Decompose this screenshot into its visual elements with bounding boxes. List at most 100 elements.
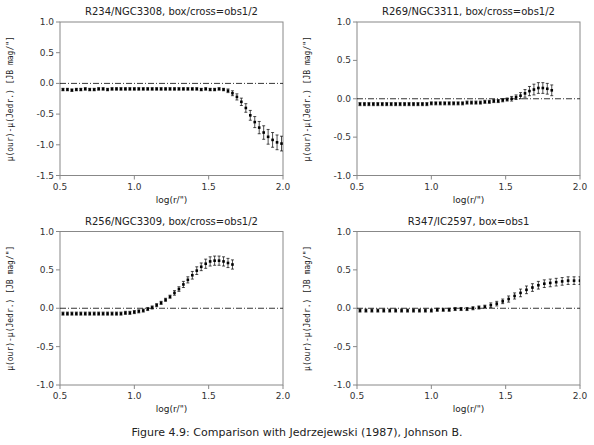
error-stem — [359, 309, 360, 312]
error-bar — [489, 303, 492, 308]
error-bar — [390, 103, 393, 106]
error-bar — [416, 103, 419, 106]
error-bar — [452, 102, 455, 105]
x-tick-label: 2.0 — [573, 391, 588, 401]
error-cap — [204, 259, 207, 260]
error-bar — [213, 256, 216, 265]
error-stem — [76, 88, 77, 90]
point — [457, 102, 460, 105]
error-bar — [376, 103, 379, 106]
y-tick-label: 0.5 — [337, 55, 351, 65]
x-tick — [357, 176, 358, 180]
error-stem — [467, 307, 468, 310]
point — [115, 312, 118, 315]
error-stem — [143, 309, 144, 312]
error-cap — [495, 301, 498, 302]
point — [421, 103, 424, 106]
error-bar — [66, 88, 69, 90]
point — [213, 88, 216, 91]
error-stem — [409, 103, 410, 106]
error-stem — [76, 312, 77, 315]
error-cap — [213, 265, 216, 266]
error-bar — [102, 312, 105, 315]
point — [129, 88, 132, 91]
error-stem — [245, 104, 246, 113]
point — [412, 309, 415, 312]
error-bar — [115, 312, 118, 315]
error-stem — [401, 309, 402, 312]
error-bar — [399, 103, 402, 106]
error-stem — [514, 293, 515, 299]
error-stem — [475, 101, 476, 104]
error-cap — [253, 127, 256, 128]
error-stem — [493, 100, 494, 103]
point — [111, 312, 114, 315]
error-stem — [223, 257, 224, 266]
point — [88, 312, 91, 315]
error-stem — [461, 307, 462, 310]
y-tick-label: 0.0 — [337, 303, 352, 313]
error-stem — [165, 298, 166, 301]
error-stem — [382, 103, 383, 106]
point — [448, 308, 451, 311]
y-tick-label: -1.0 — [36, 380, 54, 390]
error-stem — [520, 93, 521, 99]
point — [62, 312, 65, 315]
error-cap — [546, 94, 549, 95]
error-bar — [385, 103, 388, 106]
point — [495, 302, 498, 305]
error-bar — [124, 88, 127, 90]
error-cap — [525, 285, 528, 286]
error-cap — [231, 95, 234, 96]
error-cap — [204, 268, 207, 269]
point — [531, 286, 534, 289]
point — [280, 142, 283, 145]
error-bar — [442, 308, 445, 311]
error-cap — [501, 299, 504, 300]
error-bar — [146, 88, 149, 90]
point — [146, 88, 149, 91]
error-stem — [277, 135, 278, 150]
error-cap — [244, 103, 247, 104]
error-stem — [103, 312, 104, 315]
y-tick-label: 0.0 — [40, 78, 55, 88]
point — [359, 103, 362, 106]
error-cap — [495, 305, 498, 306]
y-tick-label: 1.0 — [337, 17, 352, 27]
error-bar — [546, 83, 549, 94]
error-stem — [187, 88, 188, 90]
error-cap — [182, 281, 185, 282]
error-stem — [413, 103, 414, 106]
point — [137, 88, 140, 91]
error-bar — [507, 296, 510, 302]
point — [515, 96, 518, 99]
y-tick-label: 0.5 — [40, 48, 54, 58]
x-tick — [283, 176, 284, 180]
error-stem — [391, 103, 392, 106]
point — [460, 308, 463, 311]
error-bar — [501, 99, 504, 102]
error-bar — [434, 102, 437, 105]
point — [88, 88, 91, 91]
error-stem — [107, 312, 108, 315]
point — [209, 260, 212, 263]
error-stem — [134, 88, 135, 90]
reference-line — [357, 98, 580, 99]
error-stem — [241, 98, 242, 105]
error-cap — [537, 82, 540, 83]
error-cap — [209, 256, 212, 257]
error-bar — [200, 88, 203, 90]
error-bar — [151, 306, 154, 309]
error-stem — [425, 309, 426, 312]
point — [579, 279, 580, 282]
error-bar — [262, 126, 265, 140]
x-tick-label: 1.0 — [424, 391, 439, 401]
point — [102, 88, 105, 91]
point — [93, 312, 96, 315]
error-bar — [388, 309, 391, 312]
error-stem — [196, 88, 197, 90]
error-stem — [377, 103, 378, 106]
error-stem — [377, 309, 378, 312]
y-tick-label: -0.5 — [333, 342, 351, 352]
point — [372, 103, 375, 106]
